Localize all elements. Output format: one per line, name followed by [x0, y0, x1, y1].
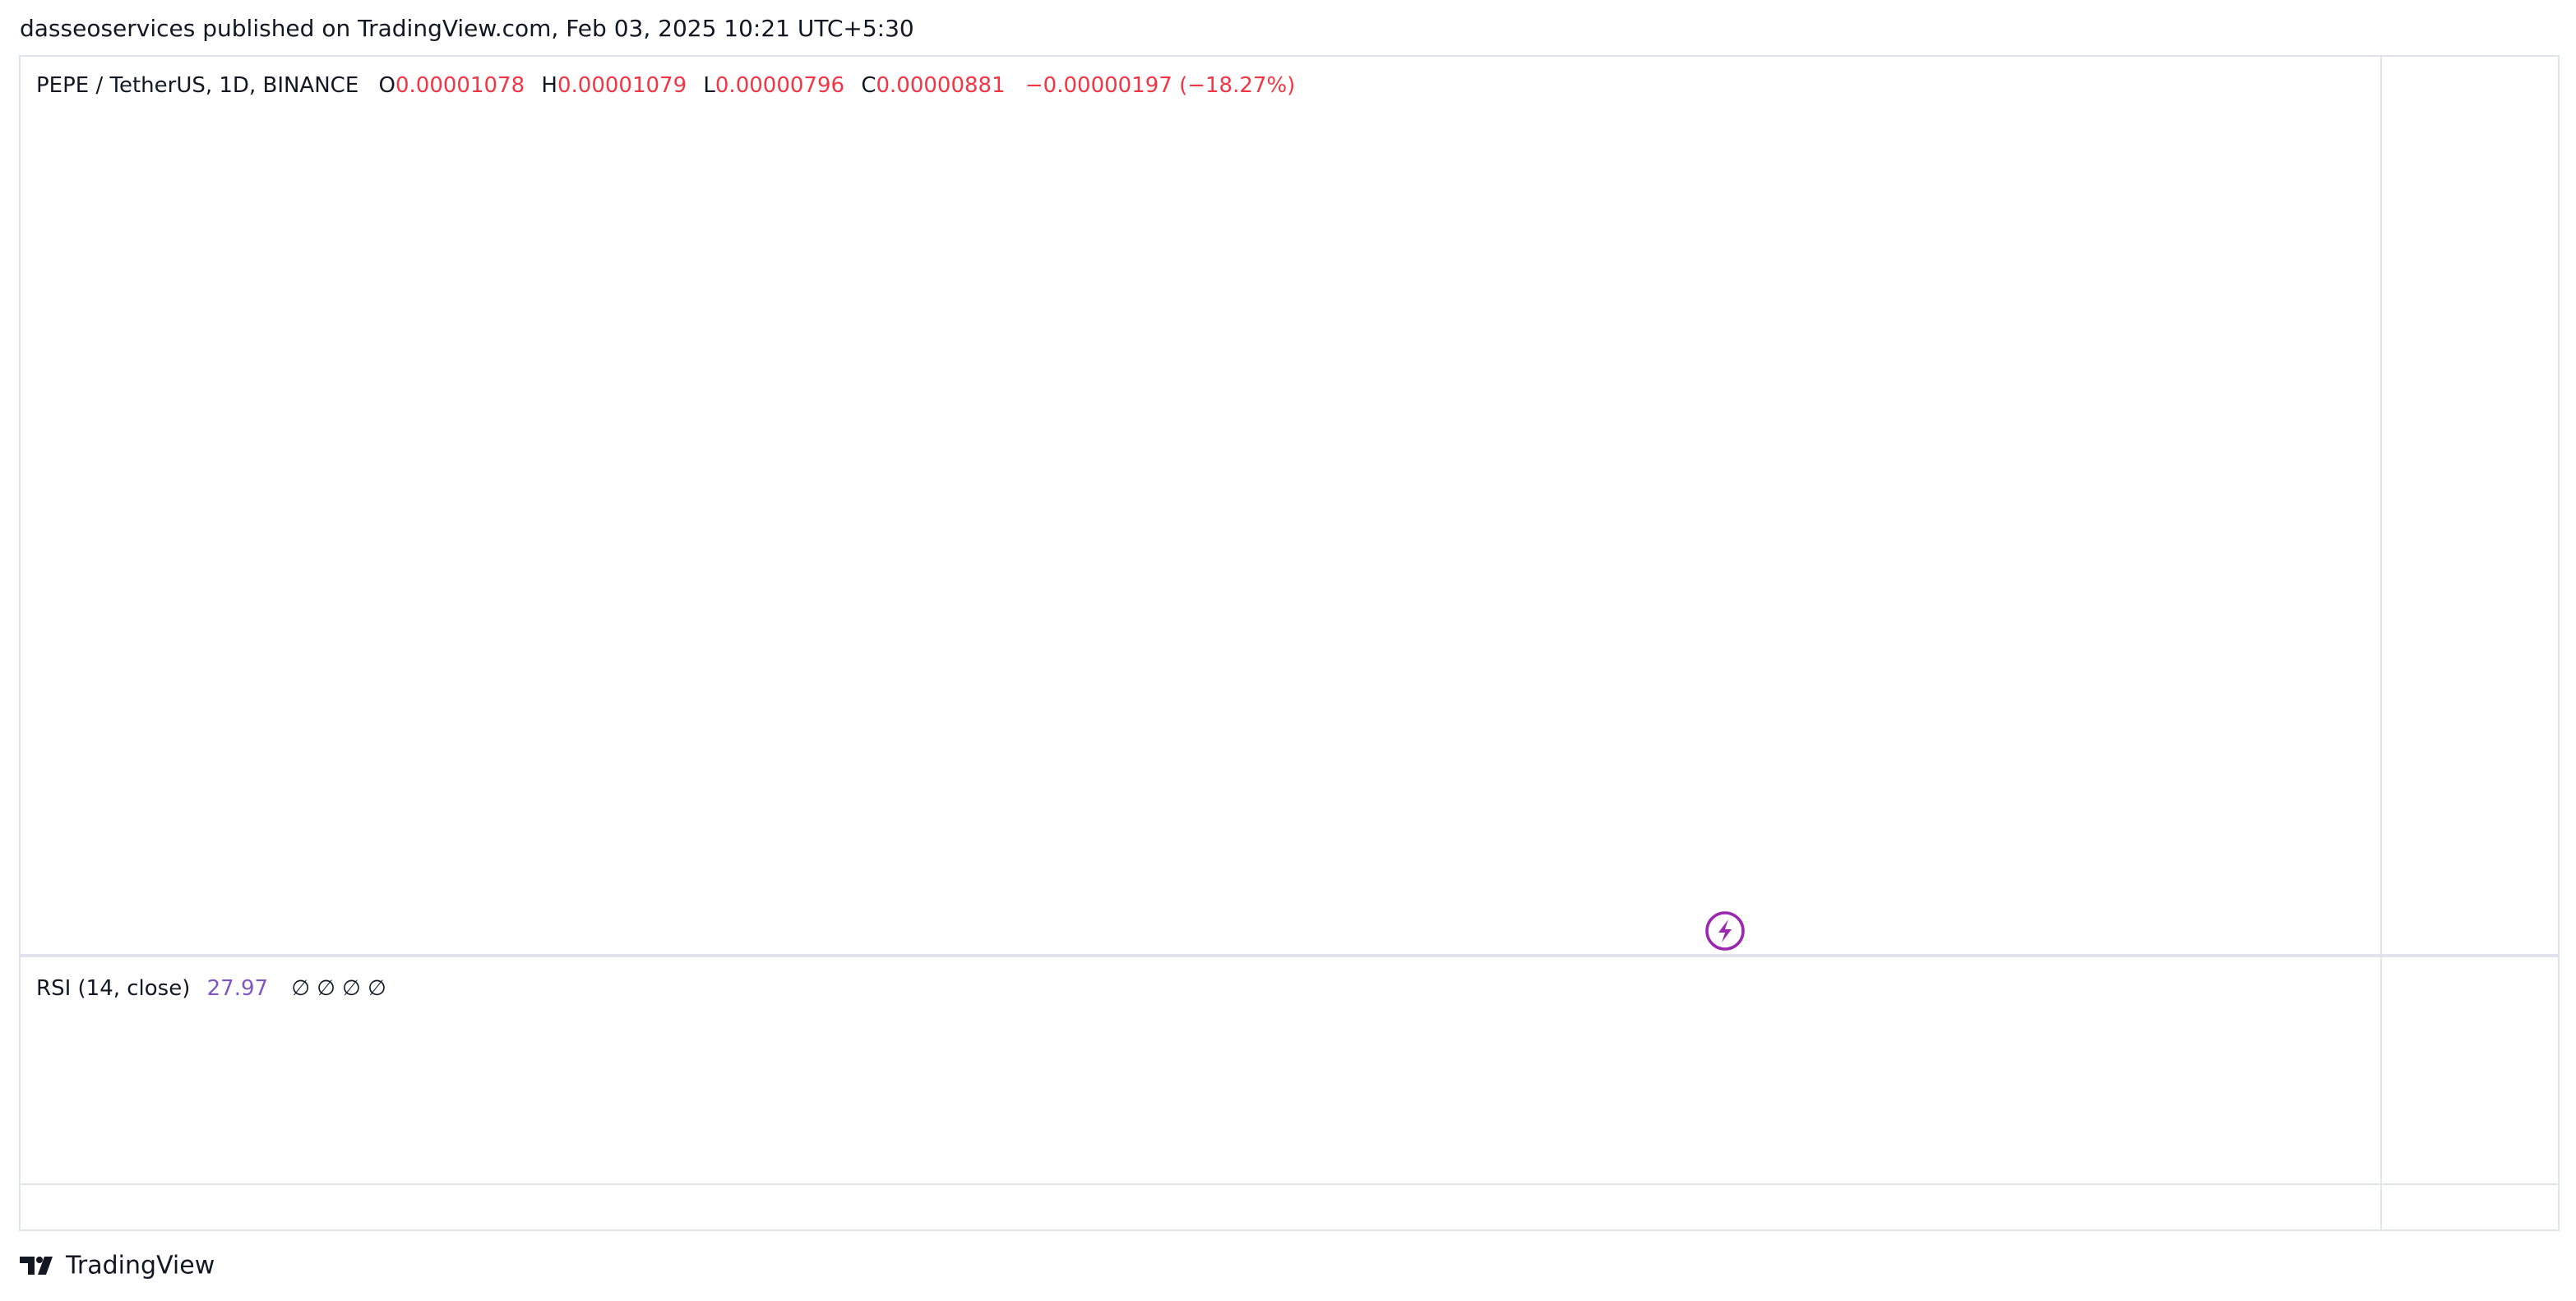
legend-key: O — [379, 73, 395, 98]
legend-value: 0.00000881 — [876, 73, 1005, 98]
rsi-value: 27.97 — [207, 976, 268, 1001]
legend-value: 0.00001078 — [395, 73, 525, 98]
logo: TradingView — [20, 1252, 215, 1280]
legend-change: −0.00000197 (−18.27%) — [1025, 73, 1295, 98]
legend-key: L — [703, 73, 715, 98]
symbol: PEPE / TetherUS, 1D, BINANCE — [36, 73, 358, 98]
logo-mark — [20, 1257, 53, 1275]
legend-value: 0.00000796 — [715, 73, 844, 98]
rsi-title: RSI (14, close) — [36, 976, 190, 1001]
alert-bolt — [1718, 919, 1732, 942]
rsi-placeholders: ∅ ∅ ∅ ∅ — [291, 976, 386, 1001]
logo-text: TradingView — [65, 1252, 215, 1280]
alert-icon[interactable] — [1705, 911, 1745, 951]
legend-value: 0.00001079 — [557, 73, 687, 98]
legend-key: C — [861, 73, 876, 98]
publisher: dasseoservices published on TradingView.… — [20, 15, 914, 42]
rsi-legend: RSI (14, close) 27.97 ∅ ∅ ∅ ∅ — [36, 976, 386, 1001]
legend-key: H — [541, 73, 557, 98]
chart-frame — [19, 55, 2560, 1231]
logo-dot — [36, 1257, 43, 1263]
legend: PEPE / TetherUS, 1D, BINANCE O0.00001078… — [36, 73, 1295, 98]
